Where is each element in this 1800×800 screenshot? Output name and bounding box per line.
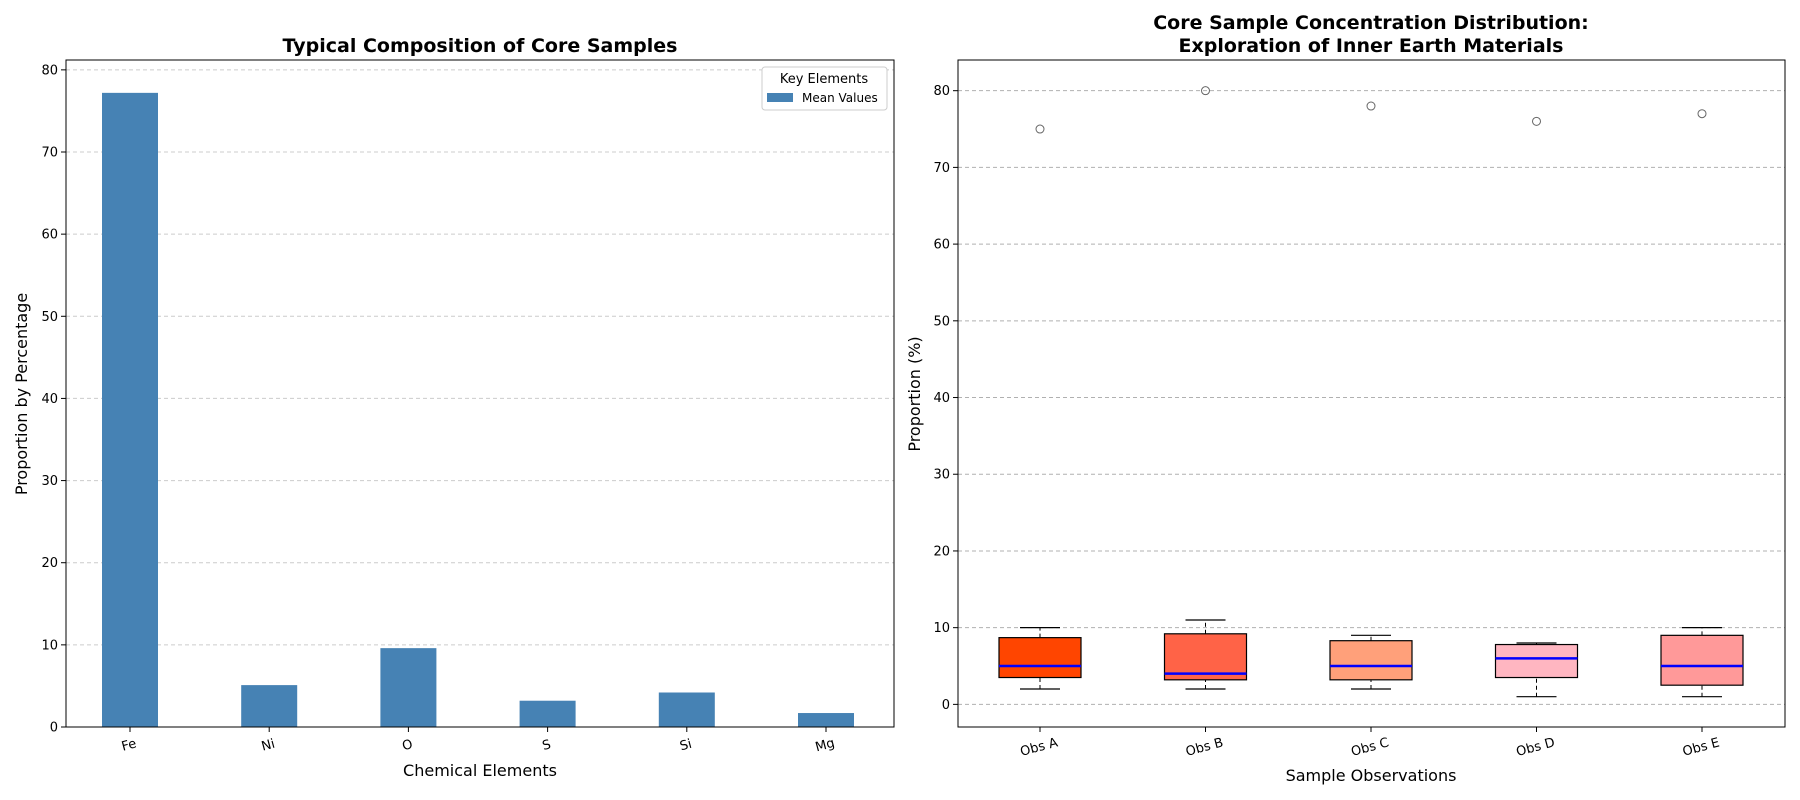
x-tick-label: S <box>541 737 553 754</box>
x-tick-label: Fe <box>120 736 138 754</box>
x-tick-label: Si <box>678 737 693 755</box>
bar-si <box>658 692 715 727</box>
box-obs-d <box>1494 116 1579 698</box>
outlier-point <box>1697 109 1707 119</box>
y-tick-label: 30 <box>41 474 58 489</box>
x-tick-label: Obs B <box>1184 735 1225 759</box>
x-tick-label: O <box>401 737 415 754</box>
bar-chart-x-axis: Fe Ni O S Si Mg <box>120 727 836 755</box>
bar-chart-x-label: Chemical Elements <box>403 761 557 780</box>
x-tick-label: Ni <box>260 737 277 755</box>
y-tick-label: 70 <box>41 146 58 161</box>
box-plot-x-axis: Obs A Obs B Obs C Obs D Obs E <box>1019 727 1721 760</box>
box-plot-grid <box>958 90 1785 705</box>
y-tick-label: 20 <box>41 556 58 571</box>
box-plot-y-axis: 0 10 20 30 40 50 60 70 80 <box>933 84 958 713</box>
bar-chart-bars <box>102 92 854 728</box>
box-obs-e <box>1660 109 1744 698</box>
bar-chart-legend: Key Elements Mean Values <box>761 66 888 111</box>
bar-chart-grid <box>66 69 894 728</box>
box-body <box>1329 640 1413 681</box>
box-plot-x-label: Sample Observations <box>1286 766 1457 785</box>
box-obs-b <box>1163 86 1248 690</box>
outlier-point <box>1532 116 1541 126</box>
bar-o <box>380 648 437 727</box>
y-tick-label: 80 <box>933 84 950 99</box>
box-plot: Core Sample Concentration Distribution: … <box>905 12 1786 785</box>
y-tick-label: 0 <box>942 698 950 713</box>
legend-title: Key Elements <box>780 72 869 87</box>
box-body <box>1660 634 1744 686</box>
bar-chart-y-axis: 0 10 20 30 40 50 60 70 80 <box>41 63 66 736</box>
box-obs-c <box>1329 101 1413 690</box>
y-tick-label: 80 <box>41 63 58 78</box>
legend-box <box>761 66 888 111</box>
bar-fe <box>102 92 158 728</box>
bar-mg <box>798 713 854 727</box>
y-tick-label: 50 <box>41 310 58 325</box>
bar-ni <box>241 685 298 727</box>
box-obs-a <box>998 124 1082 690</box>
box-plot-plot-area <box>957 59 1786 728</box>
y-tick-label: 10 <box>41 638 58 653</box>
y-tick-label: 50 <box>933 314 950 329</box>
bar-s <box>519 700 576 727</box>
legend-label: Mean Values <box>802 91 878 105</box>
box-body <box>1494 643 1579 679</box>
legend-swatch <box>767 93 793 102</box>
x-tick-label: Obs D <box>1515 735 1557 760</box>
box-plot-title-line-1: Core Sample Concentration Distribution: <box>1153 12 1589 34</box>
y-tick-label: 40 <box>41 392 58 407</box>
y-tick-label: 0 <box>50 721 58 736</box>
y-tick-label: 10 <box>933 621 950 636</box>
y-tick-label: 70 <box>933 161 950 176</box>
y-tick-label: 30 <box>933 468 950 483</box>
box-body <box>1163 633 1248 681</box>
y-tick-label: 60 <box>933 238 950 253</box>
outlier-point <box>1035 124 1045 134</box>
x-tick-label: Obs C <box>1350 735 1391 759</box>
outlier-point <box>1366 101 1376 111</box>
bar-chart-plot-area <box>65 59 895 728</box>
outlier-point <box>1201 86 1210 96</box>
x-tick-label: Obs E <box>1681 736 1721 760</box>
box-plot-boxes <box>998 86 1744 698</box>
x-tick-label: Mg <box>814 736 837 756</box>
y-tick-label: 40 <box>933 391 950 406</box>
y-tick-label: 60 <box>41 228 58 243</box>
box-body <box>998 637 1082 679</box>
bar-chart-title: Typical Composition of Core Samples <box>283 35 678 57</box>
bar-chart: Typical Composition of Core Samples 0 10 2… <box>12 35 895 780</box>
bar-chart-y-label: Proportion by Percentage <box>12 293 31 495</box>
y-tick-label: 20 <box>933 544 950 559</box>
box-plot-title-line-2: Exploration of Inner Earth Materials <box>1179 35 1564 57</box>
x-tick-label: Obs A <box>1019 735 1060 759</box>
box-plot-y-label: Proportion (%) <box>905 336 924 451</box>
